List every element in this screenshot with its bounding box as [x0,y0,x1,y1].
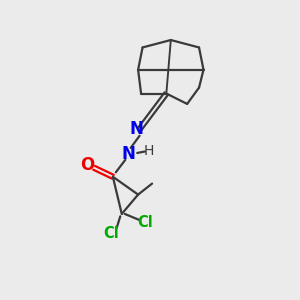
Text: H: H [143,145,154,158]
Text: O: O [80,156,95,174]
Text: N: N [122,146,135,164]
Text: Cl: Cl [138,215,153,230]
Text: N: N [130,120,144,138]
Text: Cl: Cl [103,226,119,241]
